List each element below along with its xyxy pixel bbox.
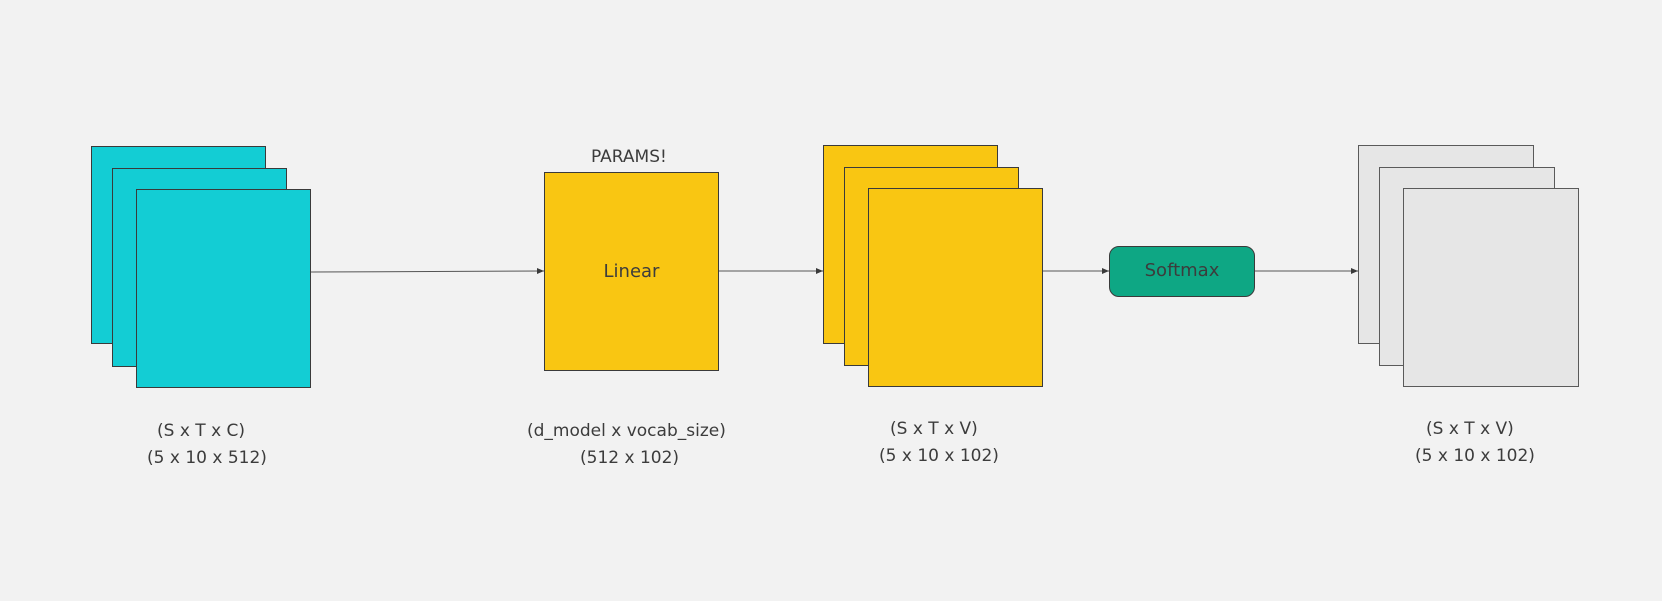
output-dims-label: (5 x 10 x 102) [1415,446,1535,466]
logits-shape-label: (S x T x V) [890,419,978,439]
logits-layer-front [868,188,1043,387]
softmax-block: Softmax [1109,246,1255,297]
input-dims-label: (5 x 10 x 512) [147,448,267,468]
linear-shape-label: (d_model x vocab_size) [527,421,726,441]
logits-dims-label: (5 x 10 x 102) [879,446,999,466]
linear-label: Linear [603,261,660,282]
arrow-input-to-linear [310,268,545,275]
linear-dims-label: (512 x 102) [580,448,680,468]
params-header: PARAMS! [591,147,667,167]
input-layer-front [136,189,311,388]
softmax-label: Softmax [1144,260,1220,281]
linear-block: Linear [544,172,719,371]
input-shape-label: (S x T x C) [157,421,246,441]
output-layer-front [1403,188,1579,387]
output-shape-label: (S x T x V) [1426,419,1514,439]
